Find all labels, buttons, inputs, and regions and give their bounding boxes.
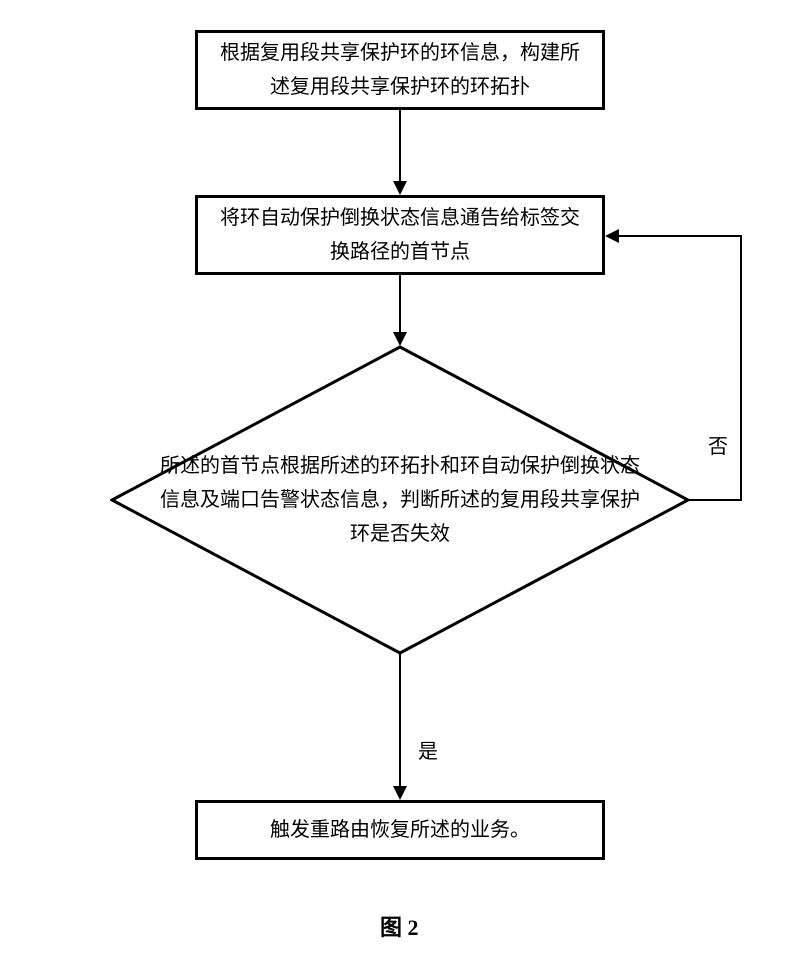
figure-caption: 图 2: [380, 910, 419, 942]
node-text: 所述的首节点根据所述的环拓扑和环自动保护倒换状态信息及端口告警状态信息，判断所述…: [160, 449, 640, 551]
edge-3-4-arrow: [393, 786, 407, 800]
node-text: 根据复用段共享保护环的环信息，构建所述复用段共享保护环的环拓扑: [214, 36, 586, 104]
node-text: 将环自动保护倒换状态信息通告给标签交换路径的首节点: [214, 201, 586, 269]
node-trigger-reroute: 触发重路由恢复所述的业务。: [195, 800, 605, 860]
edge-label-no: 否: [708, 430, 728, 459]
edge-3-2-arrow: [605, 229, 619, 243]
edge-3-4: [399, 653, 401, 789]
node-decision-ring-fail: 所述的首节点根据所述的环拓扑和环自动保护倒换状态信息及端口告警状态信息，判断所述…: [110, 345, 690, 655]
edge-2-3: [399, 275, 401, 335]
flowchart-canvas: 根据复用段共享保护环的环信息，构建所述复用段共享保护环的环拓扑 将环自动保护倒换…: [0, 0, 800, 964]
edge-label-yes: 是: [418, 735, 438, 764]
edge-3-2-seg2: [740, 235, 742, 501]
node-text: 触发重路由恢复所述的业务。: [270, 813, 530, 847]
edge-label-text: 是: [418, 741, 438, 763]
caption-text: 图 2: [380, 915, 419, 940]
edge-1-2-arrow: [393, 181, 407, 195]
edge-3-2-seg3: [619, 235, 742, 237]
edge-3-2-seg1: [688, 499, 740, 501]
node-build-topology: 根据复用段共享保护环的环信息，构建所述复用段共享保护环的环拓扑: [195, 30, 605, 110]
edge-1-2: [399, 110, 401, 184]
edge-2-3-arrow: [393, 332, 407, 346]
edge-label-text: 否: [708, 436, 728, 458]
node-notify-head: 将环自动保护倒换状态信息通告给标签交换路径的首节点: [195, 195, 605, 275]
